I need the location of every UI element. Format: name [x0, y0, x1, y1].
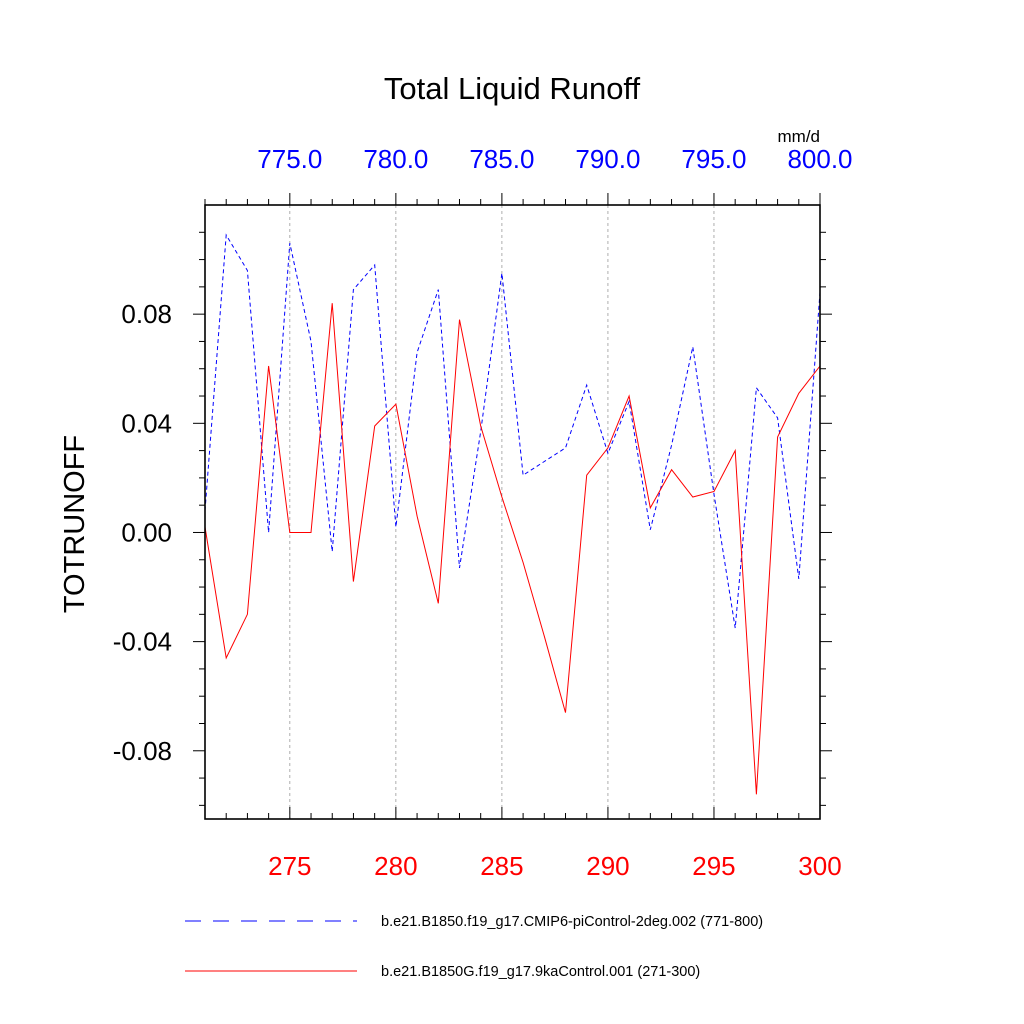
x-bottom-tick-label-4: 295	[692, 851, 735, 881]
legend-label-series-1: b.e21.B1850G.f19_g17.9kaControl.001 (271…	[381, 964, 700, 980]
x-top-tick-label-1: 780.0	[363, 144, 428, 174]
series-line-0	[204, 233, 821, 629]
x-top-tick-label-3: 790.0	[575, 144, 640, 174]
tick-labels: 275 280 285 290 295 300 775.0 780.0 785.0 790.0 79…	[113, 144, 853, 881]
x-bottom-tick-label-1: 280	[374, 851, 417, 881]
legend-label-series-0: b.e21.B1850.f19_g17.CMIP6-piControl-2deg…	[381, 914, 763, 930]
series-line-1	[204, 303, 821, 795]
tick-marks	[193, 193, 832, 819]
x-bottom-tick-label-2: 285	[480, 851, 523, 881]
legend: b.e21.B1850.f19_g17.CMIP6-piControl-2deg…	[185, 914, 763, 980]
y-tick-label-4: 0.08	[121, 299, 172, 329]
plot-frame	[204, 204, 821, 820]
chart-title: Total Liquid Runoff	[384, 71, 641, 106]
x-bottom-tick-label-3: 290	[586, 851, 629, 881]
series-layer	[204, 233, 821, 795]
x-top-tick-label-4: 795.0	[681, 144, 746, 174]
grid-lines	[289, 205, 715, 819]
x-top-tick-label-0: 775.0	[257, 144, 322, 174]
y-tick-label-2: 0.00	[121, 517, 172, 547]
y-tick-label-0: -0.08	[113, 736, 172, 766]
x-top-tick-label-2: 785.0	[469, 144, 534, 174]
units-label: mm/d	[778, 127, 821, 146]
y-tick-label-3: 0.04	[121, 408, 172, 438]
x-bottom-tick-label-5: 300	[798, 851, 841, 881]
x-top-tick-label-5: 800.0	[787, 144, 852, 174]
y-axis-label: TOTRUNOFF	[59, 435, 91, 613]
y-tick-label-1: -0.04	[113, 627, 172, 657]
x-bottom-tick-label-0: 275	[268, 851, 311, 881]
